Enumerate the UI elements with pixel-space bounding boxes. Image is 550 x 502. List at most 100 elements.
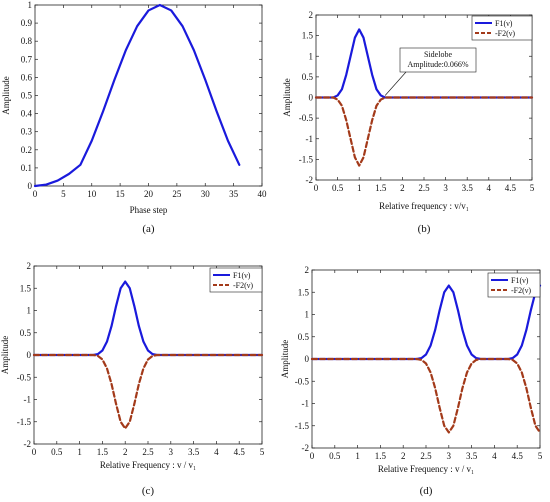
x-tick-label: 2.5 — [142, 447, 154, 457]
y-tick-label: 0.2 — [21, 145, 32, 155]
x-tick-label: 3.5 — [188, 447, 200, 457]
y-tick-label: -1.5 — [17, 417, 32, 427]
x-tick-label: 20 — [144, 189, 154, 199]
x-tick-label: 5 — [61, 189, 66, 199]
y-tick-label: -0.5 — [17, 372, 32, 382]
y-tick-label: 1 — [28, 0, 33, 10]
x-tick-label: 4.5 — [512, 451, 524, 461]
panel-label: (c) — [142, 485, 155, 497]
x-tick-label: 1 — [355, 451, 360, 461]
series-line-2 — [32, 353, 264, 430]
chart-panel-a: 0 5 10 15 20 25 30 35 40 0 0.1 0.2 0.3 0.4 0.5 0.6 0.7 0.… — [1, 0, 267, 235]
x-tick-label: 0 — [33, 189, 38, 199]
y-tick-label: 0.5 — [20, 328, 32, 338]
chart-panel-b: 0 0.5 1 1.5 2 2.5 3 3.5 4 4.5 5 -2 -1.5 -1 -0.5 0 0.5 1 1.… — [282, 10, 535, 235]
y-axis-label: Amplitude — [282, 78, 292, 117]
x-tick-label: 3.5 — [462, 183, 474, 193]
x-axis-label: Phase step — [130, 205, 168, 215]
y-tick-label: 2 — [305, 265, 310, 275]
y-tick-label: -1.5 — [299, 154, 314, 164]
y-tick-label: 0.6 — [21, 72, 33, 82]
y-tick-label: 0.5 — [298, 332, 310, 342]
x-axis-label: Relative Frequency : v / v₁ — [100, 460, 196, 470]
y-tick-label: 2 — [27, 261, 32, 271]
series-line-1 — [33, 3, 241, 188]
legend: F1(ν)-F2(ν) — [471, 15, 533, 41]
legend-entry: F1(ν) — [495, 19, 513, 28]
y-tick-label: -1.5 — [295, 421, 310, 431]
y-axis-label: Amplitude — [1, 76, 11, 115]
annotation-arrow — [384, 71, 407, 96]
x-tick-label: 1.5 — [97, 447, 109, 457]
y-tick-label: 1.5 — [302, 31, 314, 41]
y-tick-label: 1 — [305, 310, 310, 320]
x-tick-label: 15 — [116, 189, 126, 199]
annotation-text: Sidelobe — [424, 50, 452, 59]
plot-frame — [34, 4, 263, 187]
y-tick-label: -2 — [306, 175, 314, 185]
panel-label: (a) — [142, 223, 155, 235]
chart-panel-c: 0 0.5 1 1.5 2 2.5 3 3.5 4 4.5 5 -2 -1.5 -1 -0.5 0 0.5 1 1.… — [0, 261, 265, 497]
x-tick-label: 5 — [530, 183, 535, 193]
x-axis-label: Relative frequency : v/v₁ — [379, 201, 469, 211]
y-tick-label: -1 — [302, 399, 310, 409]
x-tick-label: 0.5 — [51, 447, 63, 457]
y-tick-label: 1.5 — [298, 287, 310, 297]
legend-box — [209, 267, 263, 293]
y-tick-label: 0.8 — [21, 36, 33, 46]
y-tick-label: 1 — [309, 51, 314, 61]
x-tick-label: 0 — [32, 447, 37, 457]
y-tick-label: 2 — [309, 10, 314, 20]
y-tick-label: 1 — [27, 306, 32, 316]
chart-panel-d: 0 0.5 1 1.5 2 2.5 3 3.5 4 4.5 5 -2 -1.5 -1 -0.5 0 0.5 1 1.… — [280, 265, 543, 497]
y-axis-label: Amplitude — [280, 340, 290, 379]
x-tick-label: 4 — [214, 447, 219, 457]
x-tick-label: 3 — [447, 451, 452, 461]
x-tick-label: 3 — [443, 183, 448, 193]
x-tick-label: 5 — [260, 447, 265, 457]
x-tick-label: 3 — [169, 447, 174, 457]
legend-box — [471, 15, 533, 41]
x-tick-label: 35 — [229, 189, 239, 199]
x-tick-label: 4 — [492, 451, 497, 461]
y-tick-label: -0.5 — [299, 113, 314, 123]
legend: F1(ν)-F2(ν) — [209, 267, 263, 293]
x-tick-label: 30 — [201, 189, 211, 199]
y-tick-label: 0.1 — [21, 163, 32, 173]
legend-entry: -F2(ν) — [233, 281, 253, 290]
x-tick-label: 5 — [538, 451, 543, 461]
y-tick-label: 0.5 — [21, 91, 33, 101]
x-tick-label: 40 — [258, 189, 268, 199]
series-line-1 — [310, 284, 542, 361]
y-tick-label: -2 — [302, 443, 310, 453]
y-tick-label: -2 — [24, 439, 32, 449]
x-tick-label: 1.5 — [375, 451, 387, 461]
y-tick-label: 0.3 — [21, 127, 33, 137]
y-tick-label: -1 — [306, 134, 314, 144]
legend-entry: -F2(ν) — [495, 29, 515, 38]
x-tick-label: 2.5 — [420, 451, 432, 461]
x-tick-label: 0 — [314, 183, 319, 193]
panel-label: (d) — [420, 485, 433, 497]
x-tick-label: 1.5 — [375, 183, 387, 193]
y-tick-label: 0 — [28, 181, 33, 191]
x-tick-label: 4.5 — [505, 183, 517, 193]
x-tick-label: 1 — [357, 183, 362, 193]
y-tick-label: 1.5 — [20, 283, 32, 293]
legend-entry: F1(ν) — [233, 271, 251, 280]
x-tick-label: 2.5 — [418, 183, 430, 193]
x-tick-label: 3.5 — [466, 451, 478, 461]
x-tick-label: 0.5 — [332, 183, 344, 193]
x-axis-label: Relative Frequency : v / v₁ — [378, 464, 474, 474]
y-tick-label: 0.5 — [302, 72, 314, 82]
legend-entry: F1(ν) — [511, 276, 529, 285]
x-tick-label: 0.5 — [329, 451, 341, 461]
series-line-1 — [314, 28, 534, 99]
annotation-box — [399, 47, 477, 73]
x-tick-label: 0 — [310, 451, 315, 461]
y-tick-label: 0.7 — [21, 54, 33, 64]
x-tick-label: 4.5 — [234, 447, 246, 457]
legend: F1(ν)-F2(ν) — [487, 272, 541, 298]
y-tick-label: -1 — [24, 395, 32, 405]
